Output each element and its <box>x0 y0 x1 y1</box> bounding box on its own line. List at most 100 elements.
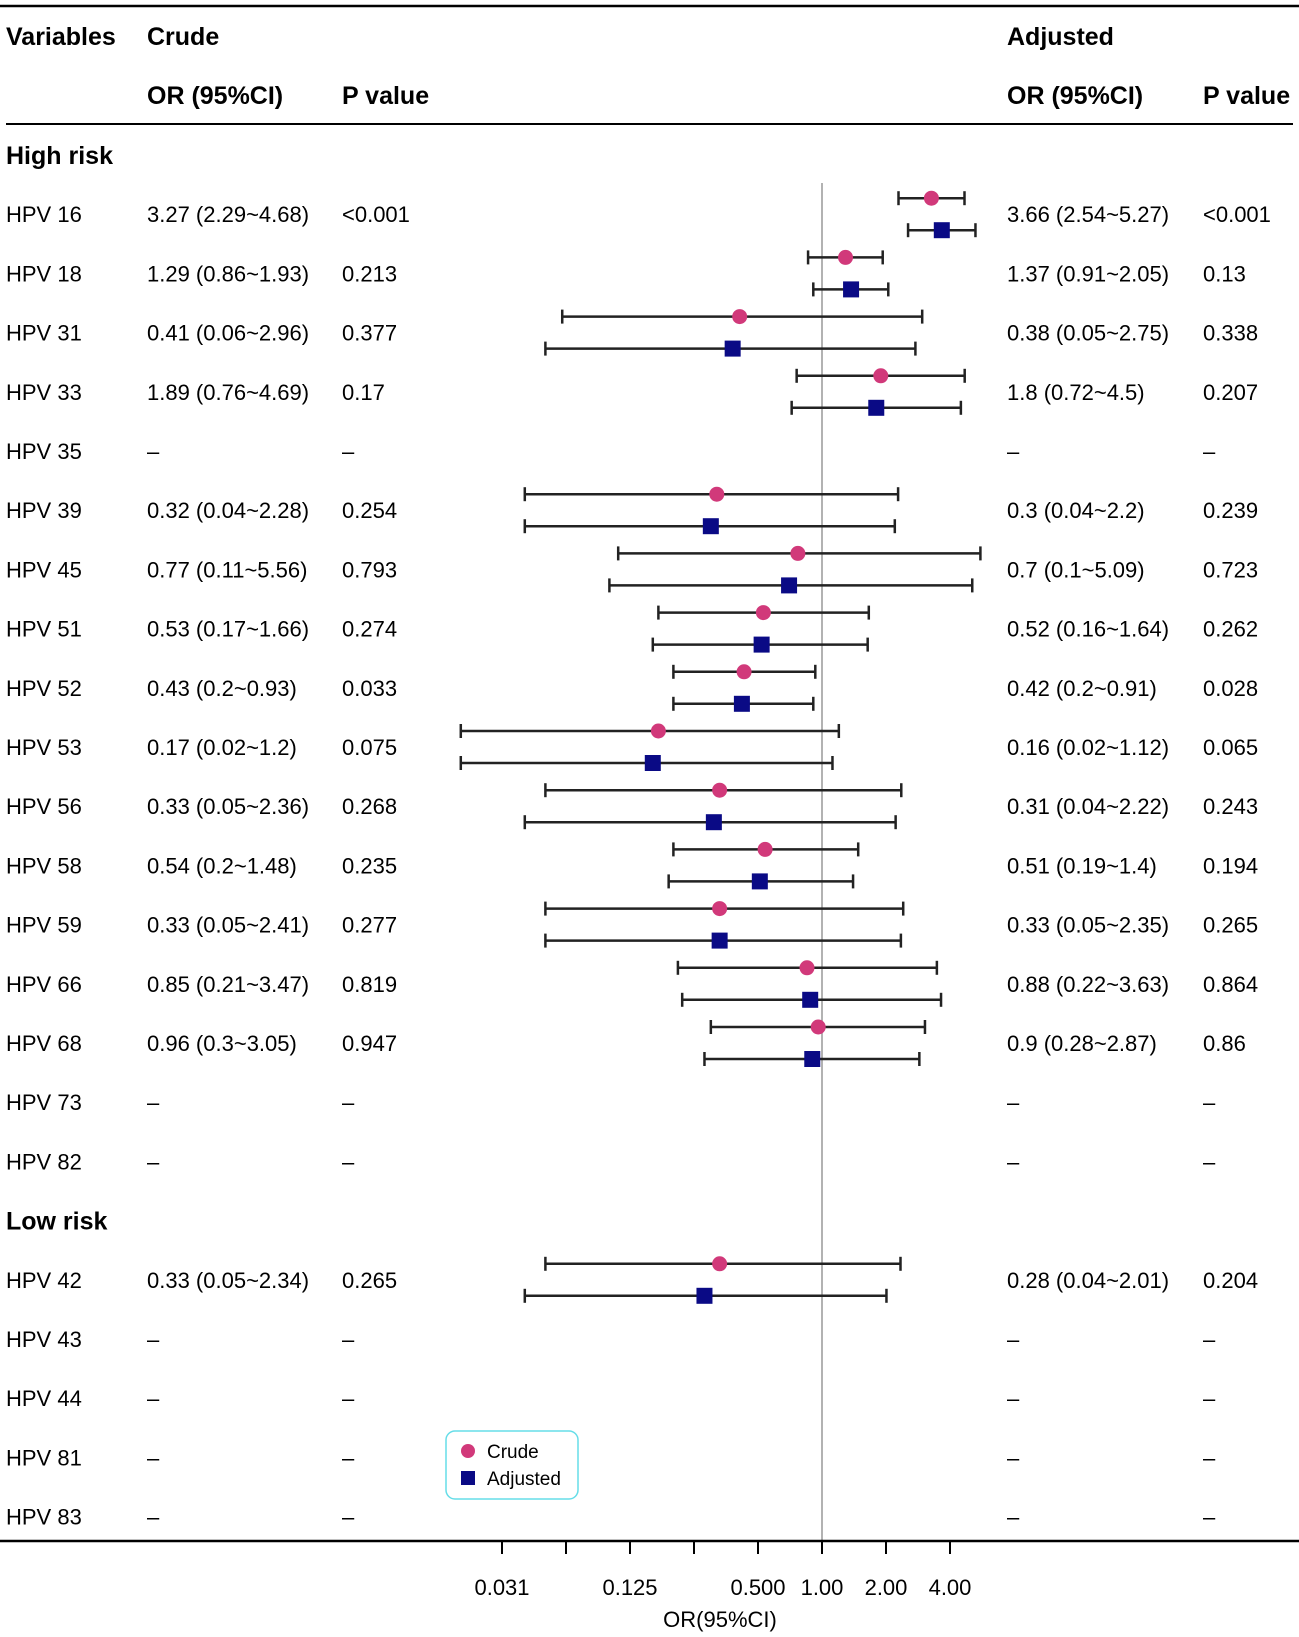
row-adjusted-p: 0.864 <box>1203 972 1258 997</box>
row-crude-or: 0.96 (0.3~3.05) <box>147 1031 297 1056</box>
row-crude-p: 0.075 <box>342 735 397 760</box>
row-crude-or: 0.85 (0.21~3.47) <box>147 972 309 997</box>
row-crude-or: 0.33 (0.05~2.41) <box>147 913 309 938</box>
header-adjusted: Adjusted <box>1007 23 1114 51</box>
x-axis-label: OR(95%CI) <box>663 1607 777 1632</box>
row-adjusted-p: <0.001 <box>1203 202 1271 227</box>
crude-point <box>799 960 815 976</box>
x-axis: 0.031 0.125 0.500 1.00 2.00 4.00 <box>474 1541 971 1600</box>
header-variables: Variables <box>6 23 116 51</box>
x-tick-label: 4.00 <box>929 1575 972 1600</box>
row-crude-p: – <box>342 1445 355 1470</box>
legend-crude-marker <box>461 1444 475 1458</box>
table-body: High risk HPV 16 3.27 (2.29~4.68) <0.001 3.6… <box>6 142 1271 1530</box>
row-crude-p: 0.819 <box>342 972 397 997</box>
row-variable: HPV 45 <box>6 557 82 582</box>
row-crude-p: 0.947 <box>342 1031 397 1056</box>
row-adjusted-p: – <box>1203 1149 1216 1174</box>
row-adjusted-or: 0.31 (0.04~2.22) <box>1007 794 1169 819</box>
crude-point <box>712 782 728 798</box>
row-crude-p: 0.377 <box>342 321 397 346</box>
row-adjusted-p: – <box>1203 1090 1216 1115</box>
crude-point <box>732 309 748 325</box>
adjusted-point <box>702 518 719 535</box>
row-adjusted-p: 0.204 <box>1203 1268 1258 1293</box>
row-adjusted-or: – <box>1007 1090 1020 1115</box>
legend-adjusted-label: Adjusted <box>487 1469 561 1490</box>
crude-point <box>790 545 806 561</box>
row-adjusted-p: 0.239 <box>1203 498 1258 523</box>
row-variable: HPV 81 <box>6 1445 82 1470</box>
crude-point <box>923 190 939 206</box>
adjusted-point <box>802 991 819 1008</box>
x-tick-label: 0.125 <box>602 1575 657 1600</box>
row-adjusted-p: – <box>1203 1505 1216 1530</box>
row-variable: HPV 31 <box>6 321 82 346</box>
row-crude-or: – <box>147 1505 160 1530</box>
row-crude-or: 1.29 (0.86~1.93) <box>147 261 309 286</box>
adjusted-point <box>696 1287 713 1304</box>
row-adjusted-p: 0.265 <box>1203 913 1258 938</box>
row-crude-or: 3.27 (2.29~4.68) <box>147 202 309 227</box>
row-adjusted-or: 0.33 (0.05~2.35) <box>1007 913 1169 938</box>
header-crude: Crude <box>147 23 219 51</box>
row-variable: HPV 83 <box>6 1505 82 1530</box>
row-variable: HPV 52 <box>6 676 82 701</box>
row-adjusted-p: 0.86 <box>1203 1031 1246 1056</box>
row-adjusted-or: 3.66 (2.54~5.27) <box>1007 202 1169 227</box>
adjusted-point <box>705 814 722 831</box>
row-adjusted-or: 0.42 (0.2~0.91) <box>1007 676 1157 701</box>
row-variable: HPV 82 <box>6 1149 82 1174</box>
row-variable: HPV 68 <box>6 1031 82 1056</box>
row-crude-or: 1.89 (0.76~4.69) <box>147 380 309 405</box>
adjusted-point <box>644 755 661 771</box>
row-crude-p: 0.17 <box>342 380 385 405</box>
legend: Crude Adjusted <box>445 1430 579 1500</box>
crude-point <box>650 723 666 739</box>
legend-adjusted-marker <box>461 1471 475 1485</box>
row-crude-or: – <box>147 1327 160 1352</box>
row-crude-p: 0.033 <box>342 676 397 701</box>
row-crude-p: 0.235 <box>342 853 397 878</box>
crude-point <box>712 901 728 917</box>
row-crude-p: 0.213 <box>342 261 397 286</box>
row-crude-p: – <box>342 1090 355 1115</box>
row-adjusted-or: – <box>1007 1505 1020 1530</box>
x-tick-label: 1.00 <box>801 1575 844 1600</box>
row-variable: HPV 16 <box>6 202 82 227</box>
row-adjusted-p: – <box>1203 439 1216 464</box>
adjusted-point <box>733 695 750 712</box>
row-adjusted-p: 0.13 <box>1203 261 1246 286</box>
row-crude-or: 0.17 (0.02~1.2) <box>147 735 297 760</box>
row-adjusted-or: 0.51 (0.19~1.4) <box>1007 853 1157 878</box>
row-crude-p: 0.793 <box>342 557 397 582</box>
row-variable: HPV 58 <box>6 853 82 878</box>
adjusted-point <box>711 932 728 949</box>
row-variable: HPV 59 <box>6 913 82 938</box>
row-adjusted-or: 0.7 (0.1~5.09) <box>1007 557 1145 582</box>
row-crude-p: – <box>342 1386 355 1411</box>
row-adjusted-p: – <box>1203 1445 1216 1470</box>
adjusted-point <box>868 399 885 416</box>
row-adjusted-or: 0.28 (0.04~2.01) <box>1007 1268 1169 1293</box>
section-title: Low risk <box>6 1208 108 1236</box>
row-adjusted-or: – <box>1007 1149 1020 1174</box>
row-variable: HPV 56 <box>6 794 82 819</box>
crude-point <box>736 664 752 680</box>
row-adjusted-or: 0.9 (0.28~2.87) <box>1007 1031 1157 1056</box>
crude-point <box>709 486 725 502</box>
row-adjusted-or: 1.8 (0.72~4.5) <box>1007 380 1145 405</box>
row-adjusted-p: – <box>1203 1327 1216 1352</box>
x-tick-label: 2.00 <box>865 1575 908 1600</box>
row-variable: HPV 73 <box>6 1090 82 1115</box>
crude-point <box>757 841 773 857</box>
row-adjusted-p: 0.262 <box>1203 617 1258 642</box>
crude-point <box>712 1256 728 1272</box>
row-variable: HPV 42 <box>6 1268 82 1293</box>
row-crude-p: 0.254 <box>342 498 397 523</box>
row-adjusted-p: – <box>1203 1386 1216 1411</box>
row-crude-p: – <box>342 1505 355 1530</box>
header-crude-p-value: P value <box>342 82 429 110</box>
row-crude-or: – <box>147 439 160 464</box>
